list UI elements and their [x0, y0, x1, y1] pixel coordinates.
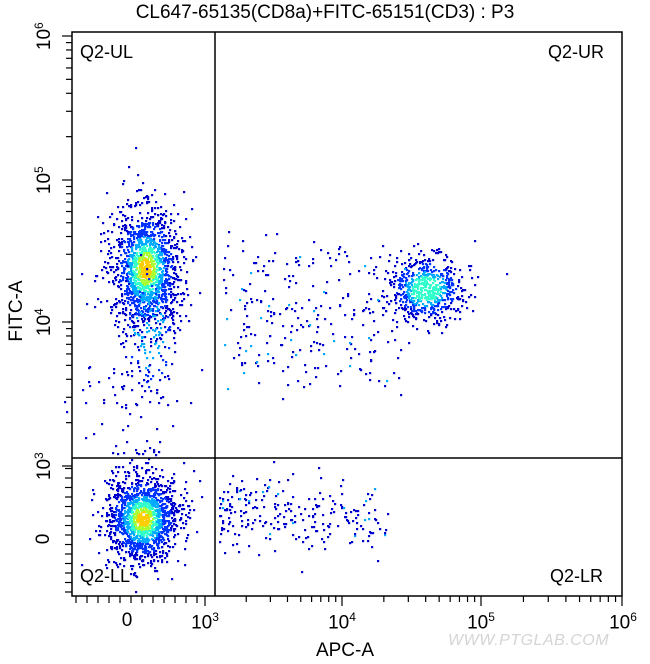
y-tick-label: 105 [31, 166, 56, 195]
chart-title: CL647-65135(CD8a)+FITC-65151(CD3) : P3 [135, 2, 515, 23]
quadrant-label-ll: Q2-LL [80, 566, 131, 586]
y-tick-label: 104 [31, 308, 56, 337]
x-tick-label: 106 [609, 610, 637, 634]
y-axis-label: FITC-A [6, 280, 27, 342]
quadrant-label-ur: Q2-UR [548, 42, 605, 62]
watermark: WWW.PTGLAB.COM [448, 632, 610, 649]
plot-frame [71, 31, 623, 597]
y-tick-label: 0 [33, 533, 54, 545]
x-axis-label: APC-A [315, 640, 375, 661]
axis-ticks [62, 35, 623, 606]
quadrant-label-ul: Q2-UL [80, 42, 134, 62]
x-tick-label: 0 [121, 610, 133, 631]
quadrant-label-lr: Q2-LR [550, 566, 604, 586]
x-tick-label: 104 [328, 610, 356, 634]
x-tick-label: 105 [467, 610, 495, 634]
event-dots [64, 147, 509, 594]
x-tick-label: 103 [191, 610, 219, 634]
y-tick-label: 103 [31, 452, 56, 481]
y-tick-label: 106 [31, 22, 56, 51]
